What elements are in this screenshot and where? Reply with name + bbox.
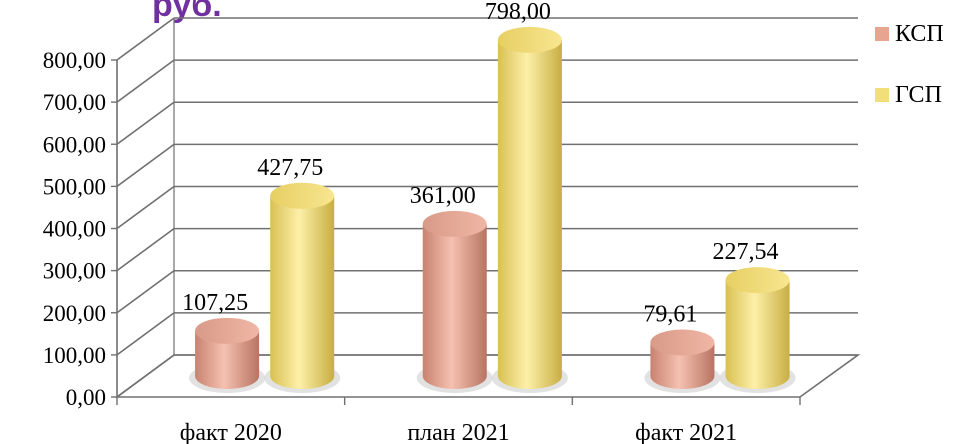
bar-ГСП-0: [264, 182, 341, 393]
bar-body: [422, 223, 487, 390]
legend-label-gsp: ГСП: [895, 81, 942, 108]
y-tick-label: 100,00: [43, 343, 106, 368]
data-label: 361,00: [410, 183, 476, 209]
data-label: 798,00: [485, 0, 551, 25]
y-tick-label: 700,00: [43, 90, 106, 115]
data-label: 227,54: [713, 239, 779, 265]
bar-top: [270, 182, 335, 209]
bar-top: [422, 210, 487, 237]
bar-КСП-0: [189, 317, 266, 393]
gridline-side: [116, 101, 175, 145]
bar-body: [195, 330, 260, 390]
bar-КСП-2: [644, 329, 721, 393]
gridline-side: [116, 17, 175, 61]
gridline-side: [116, 143, 175, 188]
y-tick-label: 800,00: [43, 48, 106, 73]
bar-ГСП-1: [491, 26, 568, 393]
bar-top: [725, 267, 790, 294]
y-tick-label: 600,00: [43, 132, 106, 157]
bar-ГСП-2: [719, 267, 796, 393]
data-label: 427,75: [257, 155, 323, 181]
gridline-side: [116, 59, 175, 103]
bar-top: [497, 26, 562, 53]
bar-top: [195, 317, 260, 344]
corner-unit-text: руб.: [152, 0, 222, 24]
gridline-side: [116, 312, 175, 356]
bar-top: [650, 329, 715, 356]
y-tick-label: 500,00: [43, 174, 106, 199]
data-label: 107,25: [182, 290, 248, 316]
x-tick-label: план 2021: [407, 420, 509, 444]
gridline-side: [116, 227, 175, 272]
y-tick-label: 200,00: [43, 301, 106, 326]
bar-body: [650, 342, 715, 390]
legend-swatch-ksp: [875, 27, 889, 41]
bar-body: [270, 195, 335, 390]
legend: КСП ГСП: [875, 20, 944, 142]
legend-item-gsp: ГСП: [875, 81, 944, 109]
legend-item-ksp: КСП: [875, 20, 944, 48]
legend-label-ksp: КСП: [895, 20, 944, 47]
y-tick-label: 0,00: [66, 385, 106, 410]
gridline-side: [116, 270, 175, 314]
bar-body: [725, 280, 790, 390]
y-tick-label: 400,00: [43, 217, 106, 242]
bar-КСП-1: [416, 210, 493, 393]
x-tick-label: факт 2021: [635, 420, 737, 444]
gridline-side: [116, 185, 175, 230]
legend-swatch-gsp: [875, 88, 889, 102]
bar-body: [497, 39, 562, 389]
data-label: 79,61: [643, 301, 697, 327]
y-tick-label: 300,00: [43, 259, 106, 284]
x-tick-label: факт 2020: [180, 420, 282, 444]
